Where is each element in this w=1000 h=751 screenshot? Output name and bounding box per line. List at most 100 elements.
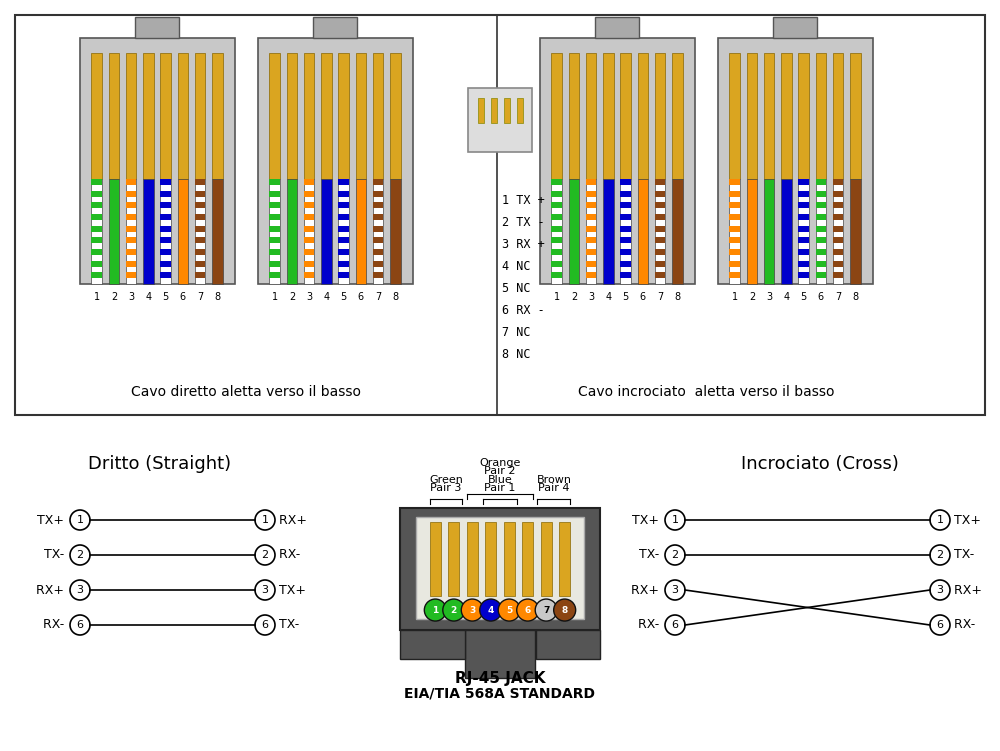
Circle shape	[480, 599, 502, 621]
Bar	[178, 179, 188, 284]
Bar	[373, 191, 383, 197]
Bar	[195, 191, 205, 197]
Bar	[126, 249, 136, 255]
Bar	[655, 53, 665, 179]
Text: 8: 8	[214, 292, 220, 302]
Bar	[551, 202, 562, 208]
Bar	[833, 225, 843, 232]
Bar	[541, 522, 552, 596]
Circle shape	[535, 599, 557, 621]
Bar	[269, 261, 280, 267]
Bar	[655, 249, 665, 255]
Text: 2: 2	[936, 550, 944, 560]
Text: 8 NC: 8 NC	[502, 348, 530, 360]
Bar	[798, 202, 809, 208]
Bar	[551, 273, 562, 279]
Text: 4: 4	[145, 292, 151, 302]
Bar	[586, 53, 596, 179]
Text: 6: 6	[180, 292, 186, 302]
Bar	[304, 179, 314, 284]
Bar	[729, 179, 740, 185]
Bar	[833, 214, 843, 220]
Bar	[373, 237, 383, 243]
Bar	[195, 53, 205, 179]
Text: Pair 4: Pair 4	[538, 483, 570, 493]
Text: 3: 3	[469, 605, 475, 614]
Bar	[586, 225, 596, 232]
Text: TX-: TX-	[950, 548, 974, 562]
Bar	[338, 214, 349, 220]
Bar	[338, 179, 349, 284]
Bar	[160, 179, 171, 185]
Bar	[304, 202, 314, 208]
Text: 2: 2	[76, 550, 84, 560]
Bar	[729, 53, 740, 179]
Text: 3: 3	[672, 585, 678, 595]
Text: 7: 7	[543, 605, 549, 614]
Text: 4: 4	[605, 292, 611, 302]
Bar	[620, 179, 631, 284]
Circle shape	[498, 599, 520, 621]
Bar	[143, 53, 154, 179]
Bar	[833, 191, 843, 197]
Bar	[126, 237, 136, 243]
Bar	[178, 53, 188, 179]
Bar	[91, 261, 102, 267]
Bar	[160, 249, 171, 255]
Text: Orange: Orange	[479, 458, 521, 468]
Bar	[160, 191, 171, 197]
Text: Pair 2: Pair 2	[484, 466, 516, 476]
Bar	[390, 53, 401, 179]
Bar	[586, 179, 596, 284]
Bar	[338, 191, 349, 197]
Bar	[816, 214, 826, 220]
Bar	[373, 179, 383, 185]
Circle shape	[554, 599, 576, 621]
Text: 6: 6	[818, 292, 824, 302]
Bar	[304, 191, 314, 197]
Bar	[729, 179, 740, 284]
Text: 2: 2	[571, 292, 577, 302]
Bar	[126, 191, 136, 197]
Bar	[747, 53, 757, 179]
Text: 6: 6	[525, 605, 531, 614]
Bar	[655, 202, 665, 208]
Bar	[833, 179, 843, 185]
Text: Blue: Blue	[488, 475, 512, 485]
Bar	[313, 17, 357, 38]
Bar	[559, 522, 570, 596]
Bar	[655, 179, 665, 284]
Bar	[338, 261, 349, 267]
Bar	[126, 225, 136, 232]
Bar	[729, 191, 740, 197]
Bar	[833, 249, 843, 255]
Bar	[672, 179, 683, 284]
Bar	[586, 191, 596, 197]
Bar	[620, 237, 631, 243]
Text: 4 NC: 4 NC	[502, 260, 530, 273]
Bar	[798, 214, 809, 220]
Bar	[586, 249, 596, 255]
Bar	[91, 249, 102, 255]
Text: RX+: RX+	[950, 584, 982, 596]
Bar	[304, 273, 314, 279]
Bar	[551, 261, 562, 267]
Text: 3: 3	[306, 292, 312, 302]
Bar	[212, 179, 223, 284]
Text: TX-: TX-	[639, 548, 663, 562]
Bar	[620, 191, 631, 197]
Bar	[390, 179, 401, 284]
Bar	[338, 225, 349, 232]
Bar	[91, 191, 102, 197]
Bar	[160, 214, 171, 220]
Bar	[269, 202, 280, 208]
Bar	[338, 237, 349, 243]
Text: 3: 3	[262, 585, 268, 595]
Bar	[269, 179, 280, 185]
Bar	[160, 202, 171, 208]
Text: RX-: RX-	[638, 619, 663, 632]
Bar	[655, 225, 665, 232]
Bar	[586, 273, 596, 279]
Bar	[258, 38, 413, 284]
Bar	[91, 53, 102, 179]
